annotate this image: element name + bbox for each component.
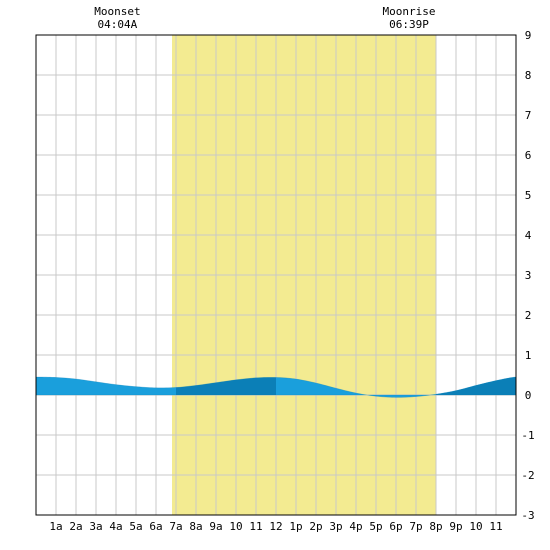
y-tick-label: 1 xyxy=(525,349,532,362)
x-tick-label: 9p xyxy=(449,520,462,533)
x-tick-label: 11 xyxy=(249,520,262,533)
plot-frame xyxy=(35,34,517,516)
x-tick-label: 2p xyxy=(309,520,322,533)
y-tick-label: 6 xyxy=(525,149,532,162)
x-tick-label: 4a xyxy=(109,520,122,533)
x-tick-label: 11 xyxy=(489,520,502,533)
x-tick-label: 4p xyxy=(349,520,362,533)
y-tick-label: 9 xyxy=(525,29,532,42)
x-tick-label: 8p xyxy=(429,520,442,533)
x-tick-label: 3p xyxy=(329,520,342,533)
x-tick-label: 12 xyxy=(269,520,282,533)
annotation-time: 06:39P xyxy=(389,18,429,31)
x-tick-label: 5p xyxy=(369,520,382,533)
tide-curve xyxy=(35,376,517,398)
y-tick-label: 4 xyxy=(525,229,532,242)
x-tick-label: 8a xyxy=(189,520,202,533)
x-tick-label: 7a xyxy=(169,520,182,533)
annotation-label: Moonset xyxy=(94,5,140,18)
y-tick-label: 0 xyxy=(525,389,532,402)
y-tick-labels: 9 8 7 6 5 4 3 2 1 0 -1 -2 -3 xyxy=(521,29,534,522)
x-tick-label: 6a xyxy=(149,520,162,533)
x-tick-labels: 1a 2a 3a 4a 5a 6a 7a 8a 9a 10 11 12 1p 2p 3p 4p 5p 6p 7p 8p… xyxy=(49,520,502,533)
x-tick-label: 10 xyxy=(469,520,482,533)
y-tick-label: -1 xyxy=(521,429,534,442)
x-tick-label: 7p xyxy=(409,520,422,533)
y-tick-label: 5 xyxy=(525,189,532,202)
y-tick-label: 2 xyxy=(525,309,532,322)
x-tick-label: 9a xyxy=(209,520,222,533)
annotation-time: 04:04A xyxy=(98,18,138,31)
x-tick-label: 2a xyxy=(69,520,82,533)
y-tick-label: 7 xyxy=(525,109,532,122)
y-tick-label: 3 xyxy=(525,269,532,282)
x-tick-label: 10 xyxy=(229,520,242,533)
y-tick-label: -2 xyxy=(521,469,534,482)
y-tick-label: -3 xyxy=(521,509,534,522)
y-tick-label: 8 xyxy=(525,69,532,82)
annotation-label: Moonrise xyxy=(383,5,436,18)
x-tick-label: 5a xyxy=(129,520,142,533)
x-tick-label: 1a xyxy=(49,520,62,533)
x-tick-label: 6p xyxy=(389,520,402,533)
x-tick-label: 1p xyxy=(289,520,302,533)
grid-layer xyxy=(36,35,516,515)
x-tick-label: 3a xyxy=(89,520,102,533)
